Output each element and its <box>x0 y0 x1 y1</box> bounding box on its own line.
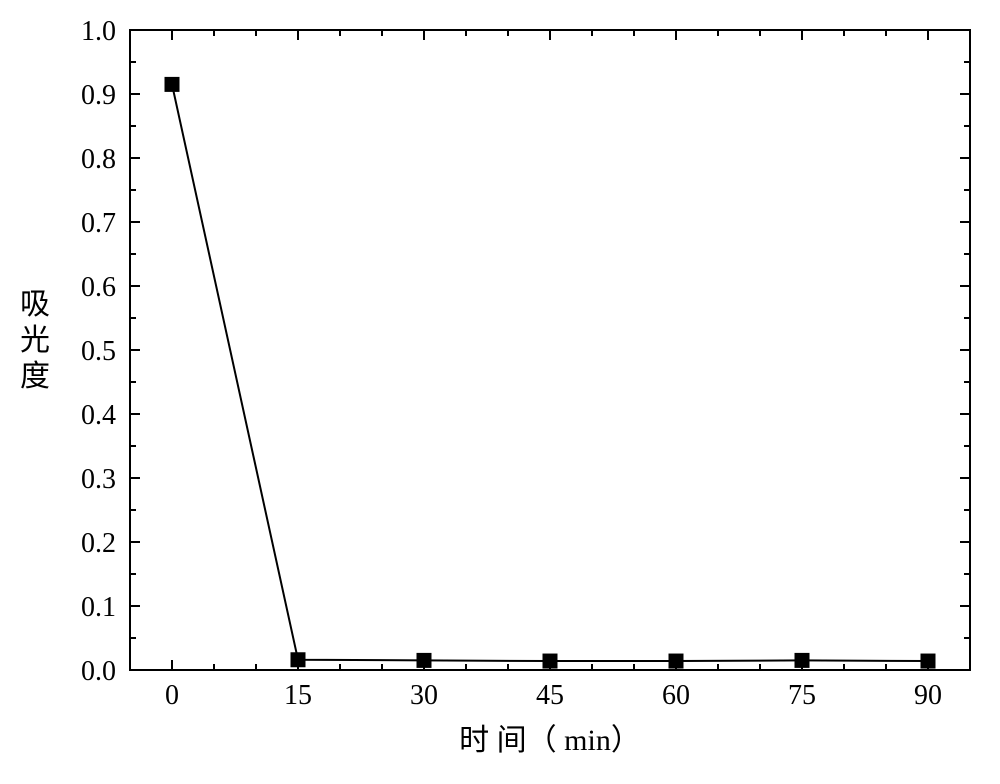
chart-container: 0 15 30 45 60 75 90 0.0 0.1 0.2 0.3 0.4 0.5 0.6 0.7 0.8… <box>0 0 1000 779</box>
y-tick-label: 0.4 <box>81 400 116 431</box>
x-tick-label: 75 <box>788 680 816 711</box>
series-line <box>172 84 928 661</box>
y-tick-label: 0.0 <box>81 656 116 687</box>
y-tick-label: 0.6 <box>81 272 116 303</box>
x-tick-label: 90 <box>914 680 942 711</box>
y-tick-label: 0.9 <box>81 80 116 111</box>
series-marker <box>291 653 305 667</box>
x-tick-label: 60 <box>662 680 690 711</box>
y-tick-label: 1.0 <box>81 16 116 47</box>
x-tick-label: 30 <box>410 680 438 711</box>
series-marker <box>543 654 557 668</box>
x-tick-label: 45 <box>536 680 564 711</box>
series-marker <box>921 654 935 668</box>
series-marker <box>669 654 683 668</box>
chart-svg: 0 15 30 45 60 75 90 0.0 0.1 0.2 0.3 0.4 0.5 0.6 0.7 0.8… <box>0 0 1000 779</box>
plot-frame <box>130 30 970 670</box>
y-tick-label: 0.3 <box>81 464 116 495</box>
y-tick-label: 0.8 <box>81 144 116 175</box>
series-marker <box>165 77 179 91</box>
y-axis-title-char: 光 <box>20 324 50 357</box>
series-marker <box>795 653 809 667</box>
y-tick-label: 0.1 <box>81 592 116 623</box>
series-marker <box>417 653 431 667</box>
y-tick-label: 0.2 <box>81 528 116 559</box>
y-axis-title-char: 吸 <box>20 288 50 321</box>
x-tick-label: 0 <box>165 680 179 711</box>
y-axis-title-char: 度 <box>20 360 50 393</box>
x-axis-title: 时 间（ min） <box>459 724 641 757</box>
y-tick-label: 0.7 <box>81 208 116 239</box>
y-tick-label: 0.5 <box>81 336 116 367</box>
x-tick-label: 15 <box>284 680 312 711</box>
